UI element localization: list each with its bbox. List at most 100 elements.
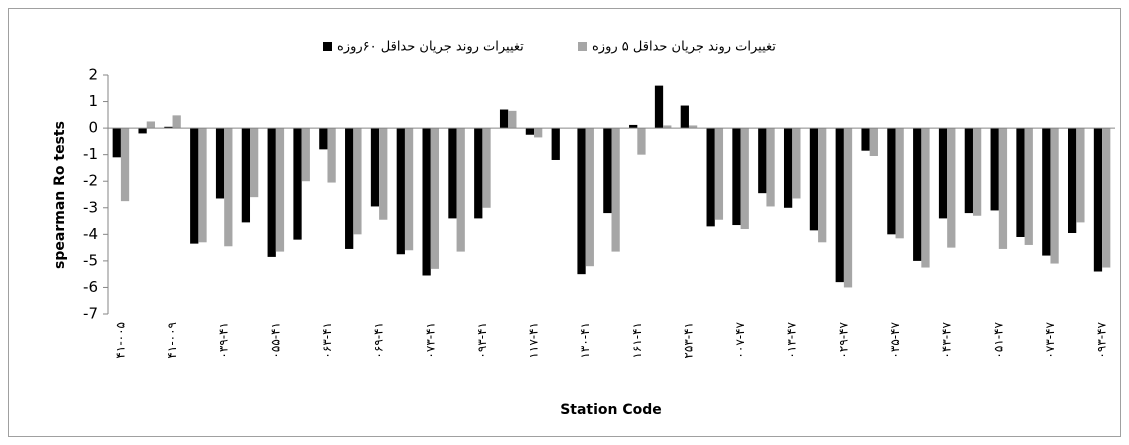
- bar: [112, 128, 121, 158]
- bar: [422, 128, 431, 276]
- bar: [688, 125, 698, 129]
- bar: [319, 128, 328, 150]
- y-tick-label: 0: [88, 119, 98, 137]
- x-tick-label: ۰۷۳-۴۱: [423, 322, 437, 359]
- y-tick-label: -7: [83, 305, 98, 323]
- bar: [990, 128, 999, 211]
- bar: [921, 128, 930, 268]
- bar: [448, 128, 457, 219]
- x-tick-label: ۰۲۹-۴۷: [836, 321, 850, 358]
- x-tick-label: ۱۶۱-۴۱: [630, 322, 644, 359]
- bar: [120, 128, 130, 202]
- x-tick-label: ۴۱-۰۰۵: [113, 322, 127, 359]
- bar: [353, 128, 362, 235]
- bar: [680, 105, 689, 129]
- bar: [577, 128, 586, 275]
- bar: [241, 128, 251, 223]
- y-tick-label: 2: [88, 66, 98, 84]
- bar: [766, 128, 775, 207]
- legend-label: تغییرات روند جریان حداقل ۶۰روزه: [337, 40, 524, 55]
- bar: [456, 128, 465, 252]
- bar: [1050, 128, 1059, 264]
- bar: [611, 128, 620, 252]
- x-tick-label: ۱۱۷-۴۱: [527, 322, 541, 359]
- y-tick-label: -3: [83, 198, 98, 216]
- bar: [1024, 128, 1033, 245]
- bar: [740, 128, 749, 230]
- bar: [293, 128, 302, 240]
- legend-swatch: [578, 42, 587, 51]
- bar: [758, 128, 767, 194]
- bar: [706, 128, 715, 227]
- bar: [146, 121, 155, 129]
- bar: [654, 85, 664, 129]
- bar: [224, 128, 233, 247]
- y-tick-label: -1: [83, 145, 98, 163]
- bar: [172, 115, 181, 129]
- bar: [138, 128, 147, 134]
- x-tick-label: ۰۹۳-۴۱: [475, 322, 489, 359]
- x-tick-label: ۰۷۳-۴۷: [1043, 321, 1057, 358]
- x-tick-label: ۴۱-۰۰۹: [165, 322, 179, 359]
- y-axis-title: spearman Ro tests: [52, 121, 68, 269]
- bar: [250, 128, 259, 198]
- y-tick-label: -4: [83, 225, 98, 243]
- bar: [964, 128, 973, 214]
- bar: [1068, 128, 1077, 234]
- bar: [947, 128, 956, 248]
- bar: [1042, 128, 1051, 256]
- bar: [301, 128, 310, 182]
- x-tick-label: ۲۵۳-۴۱: [681, 322, 695, 359]
- x-tick-label: ۰۱۳-۴۷: [785, 321, 799, 358]
- x-tick-label: ۰۵۱-۴۷: [991, 321, 1005, 358]
- bar: [887, 128, 896, 235]
- bar: [714, 128, 724, 220]
- x-tick-label: ۰۰۷-۴۷: [733, 321, 747, 358]
- bar: [818, 128, 827, 243]
- bar: [499, 109, 509, 129]
- legend-swatch: [323, 42, 332, 51]
- x-tick-label: ۰۹۳-۴۷: [1095, 321, 1109, 358]
- legend-label: تغییرات روند جریان حداقل ۵ روزه: [592, 40, 776, 55]
- bar: [430, 128, 440, 269]
- bar: [998, 128, 1008, 249]
- bar: [895, 128, 904, 239]
- bar: [913, 128, 922, 261]
- bar: [198, 128, 207, 243]
- bar: [1016, 128, 1025, 237]
- y-tick-label: -6: [83, 278, 98, 296]
- bar: [732, 128, 741, 226]
- bar: [585, 128, 594, 267]
- bar: [783, 128, 793, 208]
- bar: [275, 128, 285, 252]
- bar: [551, 128, 560, 160]
- x-tick-label: ۰۶۳-۴۱: [320, 322, 334, 359]
- bar: [869, 128, 878, 156]
- bar: [843, 128, 853, 288]
- y-tick-label: -2: [83, 172, 98, 190]
- x-axis-title: Station Code: [560, 402, 662, 418]
- bar: [345, 128, 354, 249]
- bar: [327, 128, 336, 183]
- bar: [809, 128, 819, 231]
- bar: [861, 128, 870, 151]
- bar: [835, 128, 844, 283]
- bar: [379, 128, 388, 220]
- y-tick-label: 1: [88, 92, 98, 110]
- bar: [792, 128, 801, 199]
- bar: [1093, 128, 1103, 272]
- y-tick-label: -5: [83, 251, 98, 269]
- bar: [534, 128, 543, 138]
- bar: [190, 128, 199, 244]
- bar: [482, 128, 491, 208]
- bar: [629, 124, 638, 129]
- bar: [938, 128, 948, 219]
- bar: [215, 128, 225, 199]
- bar: [972, 128, 982, 216]
- x-tick-label: ۰۳۹-۴۱: [217, 322, 231, 359]
- x-tick-label: ۰۴۳-۴۷: [940, 321, 954, 358]
- bar: [663, 125, 672, 129]
- x-tick-label: ۰۵۵-۴۱: [268, 322, 282, 359]
- bar: [637, 128, 646, 155]
